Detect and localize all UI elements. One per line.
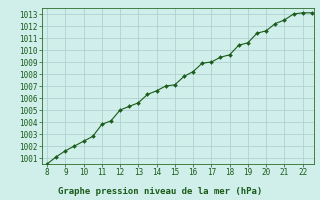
Text: Graphe pression niveau de la mer (hPa): Graphe pression niveau de la mer (hPa) [58, 188, 262, 196]
